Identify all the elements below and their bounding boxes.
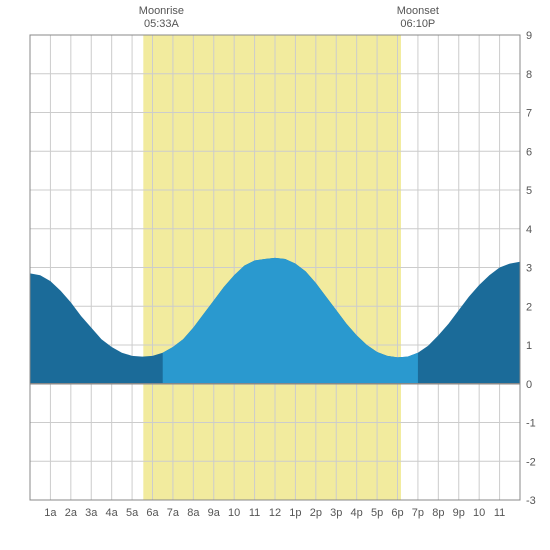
svg-text:8a: 8a: [187, 507, 200, 519]
svg-text:3p: 3p: [330, 507, 342, 519]
svg-text:4: 4: [526, 224, 532, 236]
svg-text:0: 0: [526, 379, 532, 391]
svg-text:2p: 2p: [310, 507, 322, 519]
svg-text:12: 12: [269, 507, 281, 519]
svg-text:2a: 2a: [65, 507, 78, 519]
svg-text:-1: -1: [526, 418, 536, 430]
svg-text:6p: 6p: [391, 507, 403, 519]
svg-text:5a: 5a: [126, 507, 139, 519]
moonset-time: 06:10P: [397, 18, 439, 31]
svg-text:9p: 9p: [453, 507, 465, 519]
svg-text:6: 6: [526, 146, 532, 158]
svg-text:1: 1: [526, 340, 532, 352]
moonrise-time: 05:33A: [139, 18, 184, 31]
svg-text:8p: 8p: [432, 507, 444, 519]
svg-text:3: 3: [526, 263, 532, 275]
svg-text:9a: 9a: [208, 507, 221, 519]
svg-text:11: 11: [494, 507, 505, 519]
svg-text:7a: 7a: [167, 507, 180, 519]
svg-text:6a: 6a: [146, 507, 159, 519]
svg-text:9: 9: [526, 30, 532, 42]
moonrise-title: Moonrise: [139, 5, 184, 18]
svg-text:8: 8: [526, 69, 532, 81]
svg-text:4p: 4p: [351, 507, 363, 519]
svg-text:3a: 3a: [85, 507, 98, 519]
chart-canvas: -3-2-101234567891a2a3a4a5a6a7a8a9a101112…: [0, 0, 550, 550]
svg-text:5: 5: [526, 185, 532, 197]
svg-text:10: 10: [473, 507, 485, 519]
svg-text:7: 7: [526, 108, 532, 120]
tide-chart: Moonrise 05:33A Moonset 06:10P -3-2-1012…: [0, 0, 550, 550]
svg-text:10: 10: [228, 507, 240, 519]
svg-text:11: 11: [249, 507, 260, 519]
svg-text:7p: 7p: [412, 507, 424, 519]
moonset-label: Moonset 06:10P: [397, 5, 439, 31]
svg-text:-2: -2: [526, 456, 536, 468]
svg-text:2: 2: [526, 301, 532, 313]
svg-text:4a: 4a: [106, 507, 119, 519]
svg-text:1a: 1a: [44, 507, 57, 519]
svg-text:1p: 1p: [289, 507, 301, 519]
svg-text:5p: 5p: [371, 507, 383, 519]
moonrise-label: Moonrise 05:33A: [139, 5, 184, 31]
svg-text:-3: -3: [526, 495, 536, 507]
moonset-title: Moonset: [397, 5, 439, 18]
